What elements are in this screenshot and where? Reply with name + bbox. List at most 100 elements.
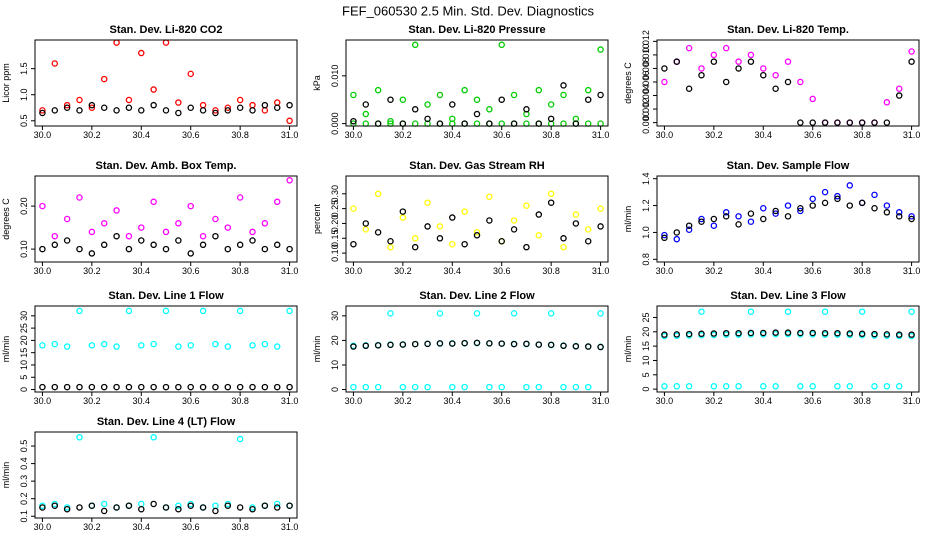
data-point	[584, 343, 592, 350]
data-point	[236, 435, 244, 443]
x-tick-label: 30.0	[34, 130, 52, 140]
x-tick-label: 31.0	[592, 130, 610, 140]
data-point	[261, 220, 269, 227]
y-tick-label: 30	[19, 311, 29, 321]
data-point	[722, 78, 730, 86]
data-point	[510, 340, 518, 348]
data-point	[113, 383, 120, 391]
data-point	[39, 383, 46, 391]
data-point	[362, 226, 370, 233]
y-tick-label: 0.5	[19, 440, 29, 453]
data-point	[138, 237, 145, 244]
y-axis-label: degrees C	[623, 62, 633, 104]
data-point	[698, 308, 705, 315]
data-point	[175, 383, 182, 391]
data-point	[510, 217, 518, 224]
x-tick-label: 30.0	[656, 396, 674, 406]
data-point	[883, 119, 891, 126]
data-point	[162, 245, 170, 253]
data-point	[187, 342, 194, 349]
data-point	[685, 44, 693, 52]
data-point	[138, 505, 145, 513]
data-point	[871, 191, 878, 199]
y-tick-label: 1.5	[19, 62, 29, 75]
data-point	[187, 104, 194, 112]
data-point	[572, 383, 580, 391]
data-point	[473, 110, 481, 118]
data-point	[547, 199, 555, 206]
data-point	[362, 101, 370, 108]
data-point	[100, 500, 108, 508]
data-point	[486, 383, 493, 391]
data-point	[535, 86, 543, 94]
data-point	[895, 331, 903, 338]
data-point	[125, 245, 133, 253]
data-point	[199, 383, 207, 391]
y-tick-label: 0.004	[641, 84, 651, 107]
data-point	[722, 44, 730, 52]
data-point	[162, 383, 170, 391]
x-tick-label: 30.4	[444, 396, 462, 406]
x-tick-label: 31.0	[903, 130, 921, 140]
data-point	[350, 383, 357, 391]
data-point	[661, 65, 668, 72]
data-point	[597, 223, 604, 230]
data-point	[76, 504, 83, 511]
data-point	[895, 85, 903, 93]
plot-frame	[34, 305, 298, 393]
data-point	[411, 41, 419, 49]
data-point	[747, 308, 755, 315]
y-tick-label: 20	[641, 327, 651, 337]
data-point	[286, 245, 293, 253]
data-point	[772, 329, 779, 336]
data-point	[710, 58, 718, 65]
data-point	[698, 215, 705, 223]
y-tick-label: 0.008	[641, 57, 651, 80]
data-point	[387, 243, 394, 251]
data-point	[76, 383, 83, 391]
data-point	[784, 58, 792, 65]
data-point	[821, 199, 829, 207]
data-point	[187, 383, 194, 391]
data-point	[51, 502, 59, 509]
data-point	[735, 329, 742, 337]
data-point	[449, 340, 456, 347]
data-point	[236, 307, 244, 315]
data-point	[236, 194, 244, 201]
data-point	[834, 383, 841, 390]
data-point	[150, 340, 157, 348]
y-tick-label: 0.5	[19, 115, 29, 128]
data-point	[710, 330, 718, 337]
data-point	[224, 107, 232, 114]
y-tick-label: 0.3	[19, 475, 29, 488]
data-point	[809, 119, 816, 126]
x-tick-label: 30.4	[755, 396, 773, 406]
y-tick-label: 0	[330, 387, 340, 392]
y-tick-label: 15	[641, 341, 651, 351]
data-point	[261, 383, 269, 391]
x-tick-label: 30.8	[231, 266, 249, 276]
y-tick-label: 1.2	[641, 199, 651, 212]
data-point	[473, 339, 481, 347]
x-tick-label: 30.2	[705, 266, 723, 276]
panel-title: Stan. Dev. Sample Flow	[727, 160, 850, 172]
data-point	[772, 207, 779, 215]
data-point	[547, 341, 555, 349]
y-tick-label: 0.20	[330, 215, 340, 233]
x-tick-label: 30.6	[804, 396, 822, 406]
data-point	[199, 241, 207, 249]
data-point	[797, 383, 804, 390]
data-point	[249, 342, 256, 349]
data-point	[535, 341, 543, 348]
data-point	[510, 310, 518, 317]
data-point	[461, 339, 468, 347]
data-point	[212, 107, 219, 114]
x-tick-label: 30.2	[83, 266, 101, 276]
data-point	[150, 500, 157, 508]
y-axis-label: percent	[312, 203, 322, 234]
panel-title: Stan. Dev. Amb. Box Temp.	[96, 160, 237, 172]
data-point	[597, 91, 604, 99]
data-point	[424, 199, 431, 206]
data-point	[150, 383, 157, 391]
x-tick-label: 30.4	[444, 130, 462, 140]
